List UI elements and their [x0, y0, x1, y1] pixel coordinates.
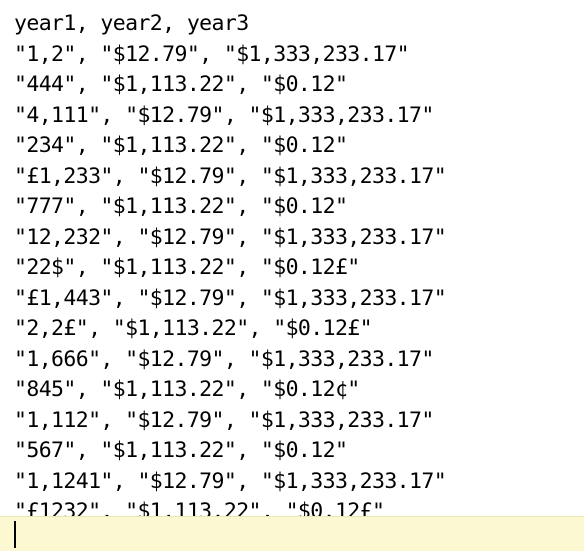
editor-line-14[interactable]: "1,112", "$12.79", "$1,333,233.17"	[14, 407, 434, 433]
editor-line-5[interactable]: "234", "$1,113.22", "$0.12"	[14, 133, 348, 158]
editor-line-2[interactable]: "1,2", "$12.79", "$1,333,233.17"	[14, 41, 410, 67]
editor-line-13[interactable]: "845", "$1,113.22", "$0.12¢"	[14, 377, 360, 402]
text-caret	[14, 521, 16, 548]
editor-line-7[interactable]: "777", "$1,113.22", "$0.12"	[14, 194, 348, 219]
editor-line-17[interactable]: "£1232", "$1,113.22", "$0.12£"	[14, 499, 385, 524]
editor-line-11[interactable]: "2,2£", "$1,113.22", "$0.12£"	[14, 316, 373, 341]
editor-line-9[interactable]: "22$", "$1,113.22", "$0.12£"	[14, 255, 360, 280]
editor-line-4[interactable]: "4,111", "$12.79", "$1,333,233.17"	[14, 102, 434, 128]
editor-line-10[interactable]: "£1,443", "$12.79", "$1,333,233.17"	[14, 285, 447, 311]
editor-line-16[interactable]: "1,1241", "$12.79", "$1,333,233.17"	[14, 468, 447, 494]
current-line-highlight[interactable]	[0, 516, 584, 551]
editor-line-6[interactable]: "£1,233", "$12.79", "$1,333,233.17"	[14, 163, 447, 189]
editor-line-1[interactable]: year1, year2, year3	[14, 11, 249, 36]
editor-line-12[interactable]: "1,666", "$12.79", "$1,333,233.17"	[14, 346, 434, 372]
editor-content[interactable]: year1, year2, year3 "1,2", "$12.79", "$1…	[14, 9, 447, 528]
editor-line-8[interactable]: "12,232", "$12.79", "$1,333,233.17"	[14, 224, 447, 250]
editor-line-3[interactable]: "444", "$1,113.22", "$0.12"	[14, 72, 348, 97]
editor-line-15[interactable]: "567", "$1,113.22", "$0.12"	[14, 438, 348, 463]
